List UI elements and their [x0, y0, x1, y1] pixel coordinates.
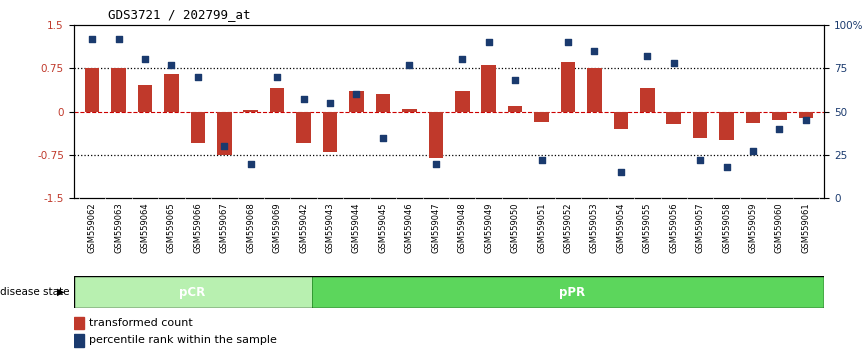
Text: GSM559060: GSM559060	[775, 202, 784, 253]
Point	[429, 161, 443, 166]
Point	[720, 164, 734, 170]
Point	[508, 78, 522, 83]
Bar	[772, 112, 786, 120]
Point	[694, 157, 708, 163]
Text: GSM559068: GSM559068	[246, 202, 255, 253]
Bar	[323, 112, 338, 152]
Text: GSM559051: GSM559051	[537, 202, 546, 253]
Point	[270, 74, 284, 80]
Bar	[138, 85, 152, 112]
Text: GSM559055: GSM559055	[643, 202, 652, 253]
Bar	[455, 91, 469, 112]
Point	[217, 143, 231, 149]
Text: GSM559044: GSM559044	[352, 202, 361, 253]
Text: GSM559061: GSM559061	[801, 202, 811, 253]
Text: GSM559046: GSM559046	[405, 202, 414, 253]
Bar	[296, 112, 311, 143]
Bar	[534, 112, 549, 122]
Bar	[376, 94, 391, 112]
Bar	[746, 112, 760, 123]
Point	[191, 74, 204, 80]
Text: GSM559069: GSM559069	[273, 202, 281, 253]
Text: GSM559050: GSM559050	[511, 202, 520, 253]
Point	[614, 170, 628, 175]
Text: transformed count: transformed count	[89, 318, 193, 328]
Point	[85, 36, 99, 41]
Text: GSM559042: GSM559042	[299, 202, 308, 253]
Bar	[85, 68, 100, 112]
Bar	[507, 106, 522, 112]
Text: disease state: disease state	[0, 287, 69, 297]
Text: pPR: pPR	[559, 286, 585, 298]
Bar	[429, 112, 443, 158]
Point	[772, 126, 786, 132]
Text: GSM559059: GSM559059	[748, 202, 758, 253]
Point	[323, 100, 337, 105]
Text: GSM559049: GSM559049	[484, 202, 493, 253]
Text: GSM559062: GSM559062	[87, 202, 97, 253]
Point	[640, 53, 654, 59]
Bar	[640, 88, 655, 112]
Point	[138, 57, 152, 62]
Text: GSM559048: GSM559048	[458, 202, 467, 253]
Bar	[693, 112, 708, 137]
Text: GSM559057: GSM559057	[695, 202, 705, 253]
Bar	[402, 109, 417, 112]
Point	[244, 161, 258, 166]
Point	[667, 60, 681, 66]
Text: GSM559058: GSM559058	[722, 202, 731, 253]
Bar	[587, 68, 602, 112]
Text: GSM559054: GSM559054	[617, 202, 625, 253]
Bar	[191, 112, 205, 143]
Bar	[667, 112, 681, 124]
Text: ▶: ▶	[57, 287, 65, 297]
Point	[297, 97, 311, 102]
Bar	[243, 110, 258, 112]
Bar	[74, 316, 83, 329]
Point	[456, 57, 469, 62]
Text: GSM559056: GSM559056	[669, 202, 678, 253]
Text: GSM559052: GSM559052	[564, 202, 572, 253]
Bar	[312, 276, 843, 308]
Point	[165, 62, 178, 68]
Bar	[270, 88, 284, 112]
Point	[746, 149, 760, 154]
Point	[561, 39, 575, 45]
Point	[481, 39, 495, 45]
Text: GDS3721 / 202799_at: GDS3721 / 202799_at	[108, 8, 251, 21]
Bar	[217, 112, 231, 155]
Text: GSM559047: GSM559047	[431, 202, 440, 253]
Bar	[165, 74, 178, 112]
Bar	[614, 112, 628, 129]
Text: percentile rank within the sample: percentile rank within the sample	[89, 335, 277, 346]
Bar	[798, 112, 813, 119]
Text: GSM559045: GSM559045	[378, 202, 387, 253]
Point	[534, 157, 548, 163]
Bar	[560, 62, 575, 112]
Bar	[74, 334, 83, 347]
Point	[376, 135, 390, 140]
Point	[403, 62, 417, 68]
Point	[112, 36, 126, 41]
Point	[350, 91, 364, 97]
Text: GSM559065: GSM559065	[167, 202, 176, 253]
Bar	[74, 276, 312, 308]
Bar	[481, 65, 496, 112]
Text: GSM559066: GSM559066	[193, 202, 203, 253]
Text: GSM559053: GSM559053	[590, 202, 599, 253]
Point	[799, 118, 813, 123]
Text: GSM559064: GSM559064	[140, 202, 150, 253]
Bar	[349, 91, 364, 112]
Point	[587, 48, 601, 53]
Bar	[112, 68, 126, 112]
Text: GSM559067: GSM559067	[220, 202, 229, 253]
Text: GSM559063: GSM559063	[114, 202, 123, 253]
Text: pCR: pCR	[179, 286, 206, 298]
Text: GSM559043: GSM559043	[326, 202, 334, 253]
Bar	[720, 112, 734, 141]
